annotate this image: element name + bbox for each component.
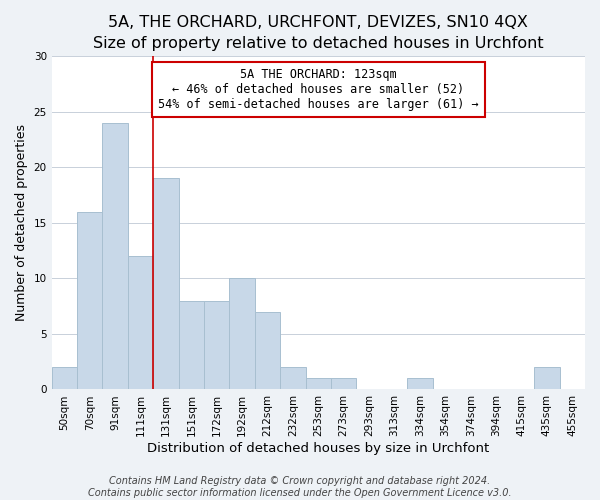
- Bar: [77, 212, 103, 390]
- Text: 5A THE ORCHARD: 123sqm
← 46% of detached houses are smaller (52)
54% of semi-det: 5A THE ORCHARD: 123sqm ← 46% of detached…: [158, 68, 479, 111]
- Bar: [103, 123, 128, 390]
- Bar: [153, 178, 179, 390]
- Y-axis label: Number of detached properties: Number of detached properties: [15, 124, 28, 322]
- Bar: [407, 378, 433, 390]
- Bar: [128, 256, 153, 390]
- Bar: [280, 367, 305, 390]
- Bar: [229, 278, 255, 390]
- Title: 5A, THE ORCHARD, URCHFONT, DEVIZES, SN10 4QX
Size of property relative to detach: 5A, THE ORCHARD, URCHFONT, DEVIZES, SN10…: [93, 15, 544, 51]
- Bar: [305, 378, 331, 390]
- Bar: [255, 312, 280, 390]
- Bar: [204, 300, 229, 390]
- Bar: [331, 378, 356, 390]
- Bar: [52, 367, 77, 390]
- X-axis label: Distribution of detached houses by size in Urchfont: Distribution of detached houses by size …: [147, 442, 490, 455]
- Text: Contains HM Land Registry data © Crown copyright and database right 2024.
Contai: Contains HM Land Registry data © Crown c…: [88, 476, 512, 498]
- Bar: [179, 300, 204, 390]
- Bar: [534, 367, 560, 390]
